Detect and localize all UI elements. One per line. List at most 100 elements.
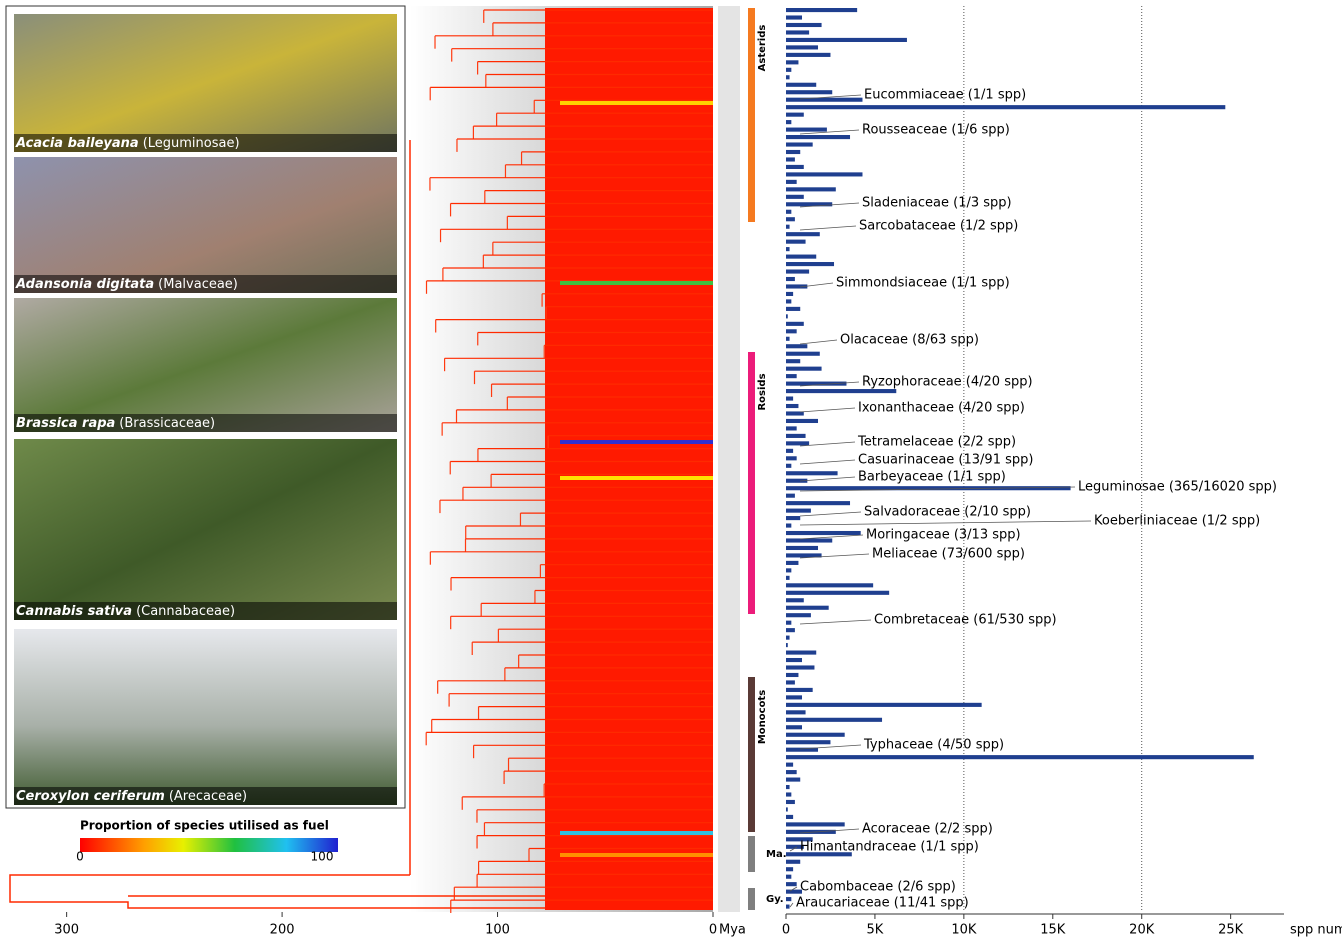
species: Adansonia digitata — [15, 277, 154, 292]
bar — [786, 276, 795, 282]
bar — [786, 852, 852, 857]
bar — [786, 269, 810, 274]
bar — [786, 784, 790, 790]
bar — [786, 284, 808, 289]
bar — [786, 299, 792, 304]
leader — [799, 476, 856, 482]
bar — [786, 179, 797, 184]
bar — [786, 105, 1226, 110]
legend-min: 0 — [76, 850, 84, 864]
bar — [786, 172, 863, 177]
bar — [786, 463, 792, 468]
annotation: Ixonanthaceae (4/20 spp) — [858, 401, 1025, 416]
tip-labels — [718, 6, 740, 912]
legend-max: 100 — [311, 850, 334, 864]
photo-caption: Ceroxylon ceriferum (Arecaceae) — [16, 789, 247, 804]
photo — [14, 629, 397, 805]
leader — [799, 129, 860, 135]
bar — [786, 187, 836, 192]
bar — [786, 605, 829, 610]
caption-band — [14, 134, 397, 152]
caption-band — [14, 275, 397, 293]
bar — [786, 142, 813, 147]
bar — [786, 844, 804, 849]
bar — [786, 560, 799, 565]
root-branch — [9, 874, 545, 909]
bar — [786, 486, 1071, 491]
bar — [786, 530, 861, 536]
bar — [786, 135, 851, 140]
bar — [786, 874, 792, 879]
caption-band — [14, 602, 397, 620]
caption-band — [14, 414, 397, 432]
x-tick-label: 10K — [951, 923, 977, 938]
species: Acacia baileyana — [15, 136, 139, 151]
bar — [786, 82, 817, 87]
clade-bar — [748, 836, 755, 872]
bar — [786, 433, 806, 438]
bar — [786, 650, 817, 655]
bar — [786, 351, 820, 356]
clade-bar — [748, 352, 755, 614]
bar — [786, 598, 804, 603]
annotation: Meliaceae (73/600 spp) — [872, 547, 1025, 562]
x-axis-label: spp number — [1290, 923, 1342, 938]
x-tick-label: 0 — [782, 923, 790, 938]
fuel-highlight — [560, 853, 713, 857]
family: (Cannabaceae) — [136, 604, 235, 619]
bar — [786, 889, 803, 894]
family: (Brassicaceae) — [119, 416, 215, 431]
family: (Leguminosae) — [143, 136, 240, 151]
leader — [789, 846, 798, 852]
bar — [786, 37, 907, 42]
clade-bar — [748, 888, 755, 910]
bar — [786, 545, 819, 551]
annotation: Simmondsiaceae (1/1 spp) — [836, 276, 1010, 291]
leader — [799, 619, 872, 625]
leader — [799, 282, 834, 288]
bar — [786, 127, 827, 132]
bar — [786, 904, 790, 909]
bar — [786, 329, 797, 334]
bar — [786, 306, 801, 311]
bar — [786, 15, 803, 20]
bar — [786, 680, 795, 685]
leader — [799, 511, 862, 517]
bar — [786, 643, 788, 648]
bar — [786, 538, 833, 543]
leader — [799, 744, 862, 750]
bar — [786, 799, 795, 805]
leader — [799, 553, 870, 559]
bar — [786, 471, 838, 476]
bar — [786, 441, 810, 446]
annotation: Moringaceae (3/13 spp) — [866, 528, 1021, 543]
bar — [786, 75, 790, 80]
bar — [786, 194, 804, 199]
bar — [786, 67, 792, 72]
bar — [786, 814, 794, 819]
leader — [799, 441, 856, 447]
bar — [786, 202, 833, 207]
bar — [786, 336, 790, 341]
bar-chart: 300 200 100 0 MyaAsteridsRosidsMonocotsMa.Gy… — [54, 6, 1342, 938]
leader — [799, 407, 856, 413]
annotation: Sarcobataceae (1/2 spp) — [859, 219, 1018, 234]
bar — [786, 777, 801, 782]
legend-scale — [80, 838, 338, 852]
annotation: Leguminosae (365/16020 spp) — [1078, 480, 1277, 495]
bar — [786, 882, 797, 887]
bar — [786, 553, 822, 558]
leader — [799, 225, 857, 231]
annotation: Acoraceae (2/2 spp) — [862, 822, 993, 837]
x-tick-label: 20K — [1129, 923, 1155, 938]
x-tick-label: 5K — [867, 923, 884, 938]
clade-bar — [748, 677, 755, 832]
photo — [14, 157, 397, 293]
bar — [786, 478, 808, 483]
bar — [786, 725, 803, 730]
bar — [786, 164, 804, 170]
annotation: Rousseaceae (1/6 spp) — [862, 123, 1010, 138]
bar — [786, 867, 794, 872]
bar — [786, 8, 858, 13]
bar — [786, 628, 795, 633]
